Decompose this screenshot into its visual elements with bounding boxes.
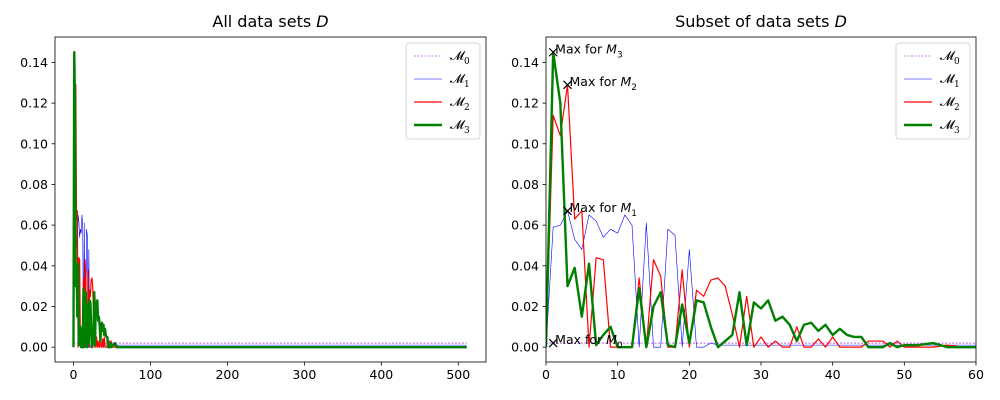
series-line-m3 (72, 51, 467, 349)
legend-label-m3: 𝓜3 (940, 117, 960, 136)
series-group (72, 51, 467, 349)
series-line-m1 (73, 210, 467, 348)
y-tick-label: 0.12 (511, 96, 539, 111)
y-tick-label: 0.04 (20, 258, 48, 273)
annotation-marker (563, 206, 572, 216)
x-tick-label: 50 (896, 367, 912, 382)
annotation-marker (563, 80, 572, 90)
axes-frame (54, 36, 487, 363)
y-tick-label: 0.12 (20, 96, 48, 111)
y-tick-label: 0.00 (20, 340, 48, 355)
chart-title: All data sets D (212, 12, 328, 31)
y-tick-label: 0.08 (511, 177, 539, 192)
legend-label-m2: 𝓜2 (450, 94, 470, 113)
chart-title: Subset of data sets D (675, 12, 847, 31)
y-tick-label: 0.04 (511, 258, 539, 273)
legend: 𝓜0 𝓜1 𝓜2 𝓜3 (405, 42, 481, 140)
series-line-m1 (546, 210, 976, 348)
x-tick-label: 60 (968, 367, 984, 382)
x-tick-label: 0 (69, 367, 77, 382)
chart-all-data-sets: All data sets D 0 100 200 300 400 500 0.00 0.02 0… (20, 12, 487, 382)
legend-label-m1: 𝓜1 (450, 71, 470, 90)
y-tick-label: 0.14 (20, 55, 48, 70)
y-tick-label: 0.00 (511, 340, 539, 355)
annotation-label: Max for M0 (555, 332, 623, 351)
annotation-label: Max for M2 (570, 74, 638, 93)
y-tick-label: 0.10 (20, 136, 48, 151)
y-tick-label: 0.06 (511, 218, 539, 233)
x-tick-label: 500 (446, 367, 470, 382)
legend-label-m0: 𝓜0 (450, 48, 470, 67)
legend-box (405, 42, 481, 140)
y-tick-label: 0.14 (511, 55, 539, 70)
x-tick-label: 10 (610, 367, 626, 382)
legend-label-m2: 𝓜2 (940, 94, 960, 113)
annotation-marker (548, 47, 558, 57)
legend-label-m3: 𝓜3 (450, 117, 470, 136)
legend-label-m1: 𝓜1 (940, 71, 960, 90)
y-tick-label: 0.10 (511, 136, 539, 151)
y-tick-label: 0.02 (20, 299, 48, 314)
y-tick-label: 0.06 (20, 218, 48, 233)
x-tick-label: 400 (369, 367, 393, 382)
x-tick-label: 30 (753, 367, 769, 382)
x-tick-label: 20 (681, 367, 697, 382)
annotation-marker (548, 338, 558, 348)
x-tick-label: 300 (292, 367, 316, 382)
series-line-m3 (546, 51, 976, 349)
series-group (546, 51, 976, 349)
x-tick-label: 200 (215, 367, 239, 382)
x-tick-label: 100 (139, 367, 163, 382)
legend-box (895, 42, 971, 140)
y-tick-label: 0.08 (20, 177, 48, 192)
x-tick-label: 40 (825, 367, 841, 382)
annotation-label: Max for M3 (555, 41, 623, 60)
annotation-label: Max for M1 (570, 200, 638, 219)
chart-subset-data-sets: Subset of data sets D 0 10 20 30 40 50 60 0.00 0.… (511, 12, 984, 382)
legend-label-m0: 𝓜0 (940, 48, 960, 67)
x-tick-label: 0 (542, 367, 550, 382)
legend: 𝓜0 𝓜1 𝓜2 𝓜3 (895, 42, 971, 140)
y-tick-label: 0.02 (511, 299, 539, 314)
